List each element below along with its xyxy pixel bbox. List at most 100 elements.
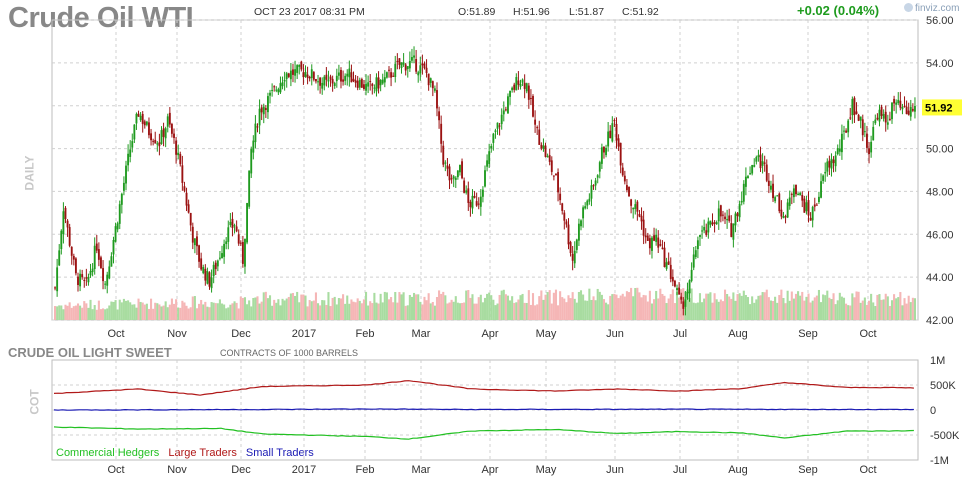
candle-body bbox=[264, 108, 267, 110]
candle-body bbox=[179, 154, 182, 165]
candle-body bbox=[229, 221, 232, 226]
volume-bar bbox=[304, 295, 307, 320]
volume-bar bbox=[832, 293, 835, 320]
volume-bar bbox=[721, 301, 724, 320]
candle-body bbox=[244, 238, 246, 267]
candle-body bbox=[383, 77, 386, 83]
quote-low: L:51.87 bbox=[569, 6, 605, 18]
candle-body bbox=[868, 148, 870, 155]
candle-body bbox=[502, 110, 505, 115]
volume-bar bbox=[865, 304, 868, 320]
volume-bar bbox=[398, 292, 401, 320]
volume-bar bbox=[813, 297, 816, 320]
volume-bar bbox=[801, 291, 804, 320]
volume-bar bbox=[867, 300, 871, 320]
candle-body bbox=[152, 140, 155, 142]
candle-body bbox=[717, 208, 720, 222]
candle-body bbox=[826, 161, 829, 172]
volume-bar bbox=[275, 302, 278, 320]
candle-body bbox=[640, 215, 643, 222]
candle-body bbox=[840, 133, 843, 153]
volume-bar bbox=[223, 304, 226, 320]
candle-body bbox=[607, 131, 610, 147]
candle-body bbox=[544, 145, 547, 157]
candle-body bbox=[93, 245, 96, 270]
candle-body bbox=[605, 147, 607, 156]
volume-bar bbox=[110, 301, 113, 320]
candle-body bbox=[824, 171, 827, 174]
volume-bar bbox=[175, 299, 178, 320]
candle-body bbox=[832, 159, 835, 164]
candle-body bbox=[125, 165, 127, 184]
volume-bar bbox=[408, 294, 411, 320]
volume-bar bbox=[262, 292, 265, 320]
volume-bar bbox=[283, 300, 286, 320]
candle-body bbox=[577, 223, 580, 241]
candle-body bbox=[317, 81, 319, 83]
volume-bar bbox=[177, 307, 180, 320]
candle-body bbox=[488, 151, 491, 164]
candle-body bbox=[598, 162, 601, 172]
volume-bar bbox=[836, 300, 839, 320]
candle-body bbox=[653, 235, 655, 241]
volume-bar bbox=[475, 303, 478, 320]
candle-body bbox=[571, 253, 574, 261]
candle-body bbox=[648, 238, 651, 249]
candle-body bbox=[469, 201, 472, 208]
volume-bar bbox=[561, 297, 564, 320]
candle-body bbox=[676, 288, 678, 291]
candle-body bbox=[106, 274, 109, 286]
candle-body bbox=[237, 234, 240, 244]
candle-body bbox=[450, 178, 453, 180]
candle-body bbox=[206, 271, 209, 284]
candle-body bbox=[763, 162, 766, 164]
quote-datetime: OCT 23 2017 08:31 PM bbox=[254, 6, 365, 18]
cot-title: CRUDE OIL LIGHT SWEET bbox=[8, 345, 172, 360]
volume-bar bbox=[415, 294, 418, 320]
candle-body bbox=[795, 184, 797, 195]
volume-bar bbox=[723, 289, 727, 320]
candle-body bbox=[110, 256, 113, 267]
candle-body bbox=[490, 146, 493, 149]
candle-body bbox=[139, 115, 142, 121]
volume-bar bbox=[863, 297, 866, 320]
volume-bar bbox=[271, 305, 274, 320]
volume-bar bbox=[402, 292, 405, 320]
volume-bar bbox=[112, 301, 115, 320]
candle-body bbox=[801, 195, 804, 201]
candle-body bbox=[479, 196, 482, 207]
candle-body bbox=[815, 204, 818, 206]
volume-bar bbox=[807, 293, 810, 320]
volume-bar bbox=[220, 303, 224, 320]
candle-body bbox=[335, 75, 338, 82]
candle-body bbox=[279, 83, 282, 93]
volume-bar bbox=[54, 306, 57, 320]
candle-body bbox=[398, 58, 401, 65]
candle-body bbox=[145, 121, 148, 125]
candle-body bbox=[559, 193, 562, 201]
volume-bar bbox=[667, 298, 670, 320]
volume-bar bbox=[609, 295, 612, 320]
volume-bar bbox=[905, 303, 908, 320]
candles bbox=[54, 46, 916, 316]
volume-bar bbox=[323, 300, 326, 320]
volume-bar bbox=[473, 303, 476, 320]
volume-bar bbox=[492, 299, 495, 320]
volume-bar bbox=[828, 297, 831, 320]
volume-bar bbox=[289, 293, 292, 320]
candle-body bbox=[298, 64, 301, 67]
volume-bar bbox=[490, 295, 493, 320]
volume-bar bbox=[596, 288, 599, 320]
volume-bar bbox=[145, 303, 148, 320]
brand-link[interactable]: finviz.com bbox=[904, 3, 959, 14]
volume-bar bbox=[657, 298, 660, 320]
volume-bar bbox=[64, 304, 67, 320]
volume-bar bbox=[452, 301, 455, 320]
volume-bar bbox=[753, 302, 756, 320]
volume-bar bbox=[268, 295, 272, 320]
candle-body bbox=[625, 185, 628, 191]
candle-body bbox=[688, 280, 691, 294]
volume-bar bbox=[210, 302, 213, 320]
candle-body bbox=[62, 211, 65, 235]
